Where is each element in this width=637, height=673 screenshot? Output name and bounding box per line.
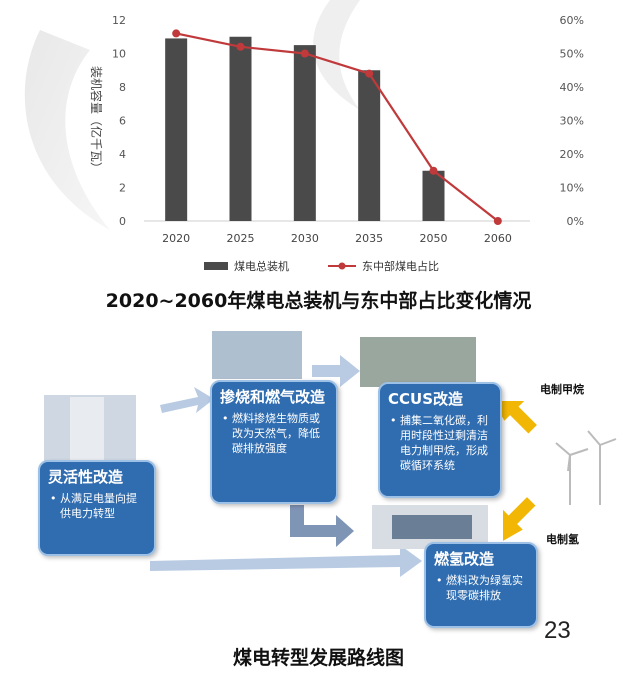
x-tick-label: 2060 [484,232,512,245]
bar [229,36,252,221]
box-cofiring-desc: • 燃料掺烧生物质或改为天然气，降低碳排放强度 [222,412,320,455]
power-plant-photo [212,331,302,379]
decorative-swirl-2 [313,0,360,110]
cooling-tower-photo [360,337,476,387]
legend-bar-label: 煤电总装机 [234,259,289,273]
legend-line-marker [338,262,346,270]
bar-series [165,36,445,221]
y2-tick-label: 50% [560,48,584,61]
legend-bar-swatch [204,262,228,270]
box-cofiring: 掺烧和燃气改造 • 燃料掺烧生物质或改为天然气，降低碳排放强度 [210,380,338,504]
y2-tick-label: 60% [560,14,584,27]
x-tick-label: 2025 [227,232,255,245]
x-tick-label: 2050 [420,232,448,245]
y-tick-label: 10 [112,48,126,61]
diagram-title: 煤电转型发展路线图 [232,647,404,669]
arrow-methane [493,400,537,434]
tick-labels: 0 2 4 6 8 10 12 0% 10% 20% 30% 40% 50% 60% 2020 2025 203… [112,14,584,245]
box-ccus-desc: • 捕集二氧化碳，利用时段性过剩清洁电力制甲烷，形成碳循环系统 [390,414,488,472]
box-ccus-title: CCUS改造 [388,390,464,408]
box-ccus: CCUS改造 • 捕集二氧化碳，利用时段性过剩清洁电力制甲烷，形成碳循环系统 [378,382,502,498]
y2-tick-label: 30% [560,115,584,128]
box-hydrogen: 燃氢改造 • 燃料改为绿氢实现零碳排放 [424,542,538,628]
decorative-swirl [24,30,110,230]
y2-tick-label: 40% [560,81,584,94]
bar [165,38,188,221]
chart-legend: 煤电总装机 东中部煤电占比 [204,259,439,273]
y-tick-label: 0 [119,215,126,228]
arrow-flex-to-hydrogen [150,545,422,577]
box-flexibility-desc: • 从满足电量向提供电力转型 [50,492,137,520]
chart-area: 0 2 4 6 8 10 12 0% 10% 20% 30% 40% 50% 60% 2020 2025 203… [24,0,584,273]
share-line [175,32,499,222]
y-tick-label: 4 [119,148,126,161]
line-point [300,49,309,58]
y-tick-label: 12 [112,14,126,27]
bar [422,170,445,221]
chart-title: 2020~2060年煤电总装机与东中部占比变化情况 [105,290,532,312]
y2-tick-label: 20% [560,148,584,161]
box-cofiring-title: 掺烧和燃气改造 [220,388,326,406]
bar [293,45,316,221]
wind-turbine-image [555,430,617,505]
line-point [236,42,245,51]
y2-tick-label: 10% [560,182,584,195]
roadmap-diagram [44,331,617,577]
page-number: 23 [544,617,571,644]
y2-tick-label: 0% [567,215,584,228]
box-hydrogen-desc: • 燃料改为绿氢实现零碳排放 [436,574,523,602]
arrow-hydrogen [502,497,536,541]
y-tick-label: 8 [119,81,126,94]
line-series [172,29,502,225]
box-flexibility-title: 灵活性改造 [48,468,124,486]
bar [358,70,381,221]
line-point [172,29,181,38]
line-point [365,69,374,78]
x-tick-label: 2020 [162,232,190,245]
label-hydrogen: 电制氢 [546,533,579,546]
legend-line-label: 东中部煤电占比 [362,259,439,273]
line-point [429,166,438,175]
arrow-cofiring-down [290,505,354,547]
x-tick-label: 2035 [355,232,383,245]
arrow-flex-to-cofiring [160,387,214,413]
x-tick-label: 2030 [291,232,319,245]
box-hydrogen-title: 燃氢改造 [434,550,495,568]
y-tick-label: 6 [119,115,126,128]
label-methane: 电制甲烷 [540,383,584,396]
box-flexibility: 灵活性改造 • 从满足电量向提供电力转型 [38,460,156,556]
y-tick-label: 2 [119,182,126,195]
line-point [493,217,502,225]
arrow-cofiring-to-ccus [312,355,360,387]
y-axis-label: 装机容量（亿千瓦） [89,66,104,174]
